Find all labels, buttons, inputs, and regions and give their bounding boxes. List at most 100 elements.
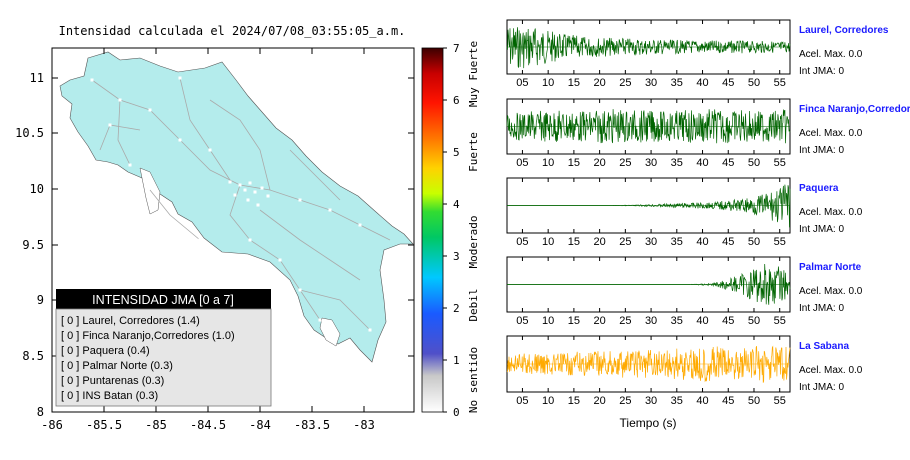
town-marker — [198, 238, 202, 242]
waveform-trace — [507, 184, 791, 228]
colorbar-category: Debil — [467, 288, 480, 321]
acel-max-label: Acel. Max. 0.0 — [799, 128, 863, 139]
colorbar-category: No sentido — [467, 347, 480, 413]
wave-tick-label: 40 — [696, 236, 708, 248]
town-markers — [90, 76, 372, 332]
town-marker — [298, 198, 302, 202]
wave-tick-label: 35 — [671, 157, 683, 169]
wave-tick-label: 05 — [516, 315, 528, 327]
town-marker — [148, 108, 152, 112]
wave-tick-label: 10 — [542, 395, 554, 407]
intensity-map: Intensidad calculada el 2024/07/08_03:55… — [15, 24, 415, 432]
wave-tick-label: 30 — [645, 315, 657, 327]
town-marker — [248, 181, 252, 185]
waveform-trace — [506, 345, 791, 383]
road — [259, 209, 361, 281]
wave-tick-label: 40 — [696, 77, 708, 89]
wave-tick-label: 20 — [593, 157, 605, 169]
road — [289, 149, 341, 201]
wave-tick-label: 35 — [671, 395, 683, 407]
town-marker — [260, 186, 264, 190]
legend-header: INTENSIDAD JMA [0 a 7] — [92, 293, 234, 307]
station-name: Finca Naranjo,Corredores — [799, 104, 910, 115]
gulf-of-nicoya — [139, 167, 161, 215]
wave-tick-label: 40 — [696, 315, 708, 327]
golfo-dulce — [319, 317, 341, 347]
wave-tick-label: 55 — [774, 157, 786, 169]
intensity-colorbar: 7 6 5 4 3 2 1 0 Muy Fuerte Fuerte Moderado Debi… — [421, 41, 480, 419]
waveform-trace — [506, 109, 791, 144]
wave-tick-label: 35 — [671, 77, 683, 89]
wave-tick-label: 25 — [619, 157, 631, 169]
town-marker — [318, 318, 322, 322]
acel-max-label: Acel. Max. 0.0 — [799, 365, 863, 376]
town-marker — [208, 148, 212, 152]
int-jma-label: Int JMA: 0 — [799, 66, 844, 77]
legend-body — [55, 308, 272, 407]
legend-row: [ 0 ] Finca Naranjo,Corredores (1.0) — [61, 330, 235, 342]
x-tick-label: -84.5 — [190, 418, 226, 432]
wave-tick-label: 30 — [645, 157, 657, 169]
colorbar-tick-label: 6 — [453, 94, 460, 107]
colorbar-tick-label: 1 — [453, 354, 460, 367]
legend-row: [ 0 ] Laurel, Corredores (1.4) — [61, 315, 200, 327]
waveform-panel: 05 10 15 20 25 30 35 40 45 50 55 Paquera Acel. Max. … — [506, 177, 863, 248]
town-marker — [266, 194, 270, 198]
town-marker — [248, 238, 252, 242]
colorbar-tick-label: 0 — [453, 406, 460, 419]
costa-rica-landmass — [59, 51, 414, 363]
y-tick-label: 8.5 — [22, 349, 44, 363]
wave-tick-label: 55 — [774, 395, 786, 407]
town-marker — [243, 188, 247, 192]
acel-max-label: Acel. Max. 0.0 — [799, 207, 863, 218]
int-jma-label: Int JMA: 0 — [799, 382, 844, 393]
wave-tick-label: 25 — [619, 395, 631, 407]
y-tick-label: 9.5 — [22, 238, 44, 252]
colorbar-tick-label: 5 — [453, 146, 460, 159]
wave-tick-label: 15 — [568, 236, 580, 248]
wave-tick-label: 20 — [593, 315, 605, 327]
wave-tick-label: 35 — [671, 315, 683, 327]
wave-tick-label: 15 — [568, 395, 580, 407]
wave-tick-label: 20 — [593, 77, 605, 89]
waveform-trace — [507, 263, 791, 305]
town-marker — [358, 223, 362, 227]
wave-tick-label: 50 — [748, 315, 760, 327]
wave-tick-label: 35 — [671, 236, 683, 248]
town-marker — [128, 163, 132, 167]
wave-tick-label: 10 — [542, 77, 554, 89]
wave-tick-label: 10 — [542, 315, 554, 327]
map-title: Intensidad calculada el 2024/07/08_03:55… — [59, 24, 406, 38]
acel-max-label: Acel. Max. 0.0 — [799, 49, 863, 60]
station-name: Palmar Norte — [799, 262, 862, 273]
waveform-panel: 05 10 15 20 25 30 35 40 45 50 55 Finca Naranjo,Corr… — [506, 98, 910, 169]
town-marker — [328, 208, 332, 212]
road — [229, 184, 321, 321]
town-marker — [108, 123, 112, 127]
map-y-ticks: 11 10.5 10 9.5 9 8.5 8 — [15, 71, 414, 419]
colorbar-tick-label: 4 — [453, 198, 460, 211]
road — [117, 99, 131, 166]
x-tick-label: -83 — [353, 418, 375, 432]
town-marker — [178, 138, 182, 142]
acel-max-label: Acel. Max. 0.0 — [799, 286, 863, 297]
town-marker — [368, 328, 372, 332]
town-marker — [246, 198, 250, 202]
wave-tick-label: 25 — [619, 236, 631, 248]
x-tick-label: -84 — [249, 418, 271, 432]
wave-tick-label: 05 — [516, 236, 528, 248]
wave-tick-label: 05 — [516, 157, 528, 169]
wave-tick-label: 45 — [722, 236, 734, 248]
wave-tick-label: 30 — [645, 395, 657, 407]
road — [209, 99, 271, 191]
legend-row: [ 0 ] INS Batan (0.3) — [61, 390, 158, 402]
colorbar-tick-label: 2 — [453, 302, 460, 315]
wave-tick-label: 30 — [645, 77, 657, 89]
town-marker — [228, 180, 232, 184]
wave-tick-label: 55 — [774, 77, 786, 89]
wave-tick-label: 45 — [722, 315, 734, 327]
x-tick-label: -85.5 — [86, 418, 122, 432]
colorbar-gradient — [421, 47, 444, 413]
waveform-panel: 05 10 15 20 25 30 35 40 45 50 55 Palmar Norte Acel. … — [506, 256, 863, 327]
intensity-legend: INTENSIDAD JMA [0 a 7] [ 0 ] Laurel, Cor… — [55, 289, 272, 407]
